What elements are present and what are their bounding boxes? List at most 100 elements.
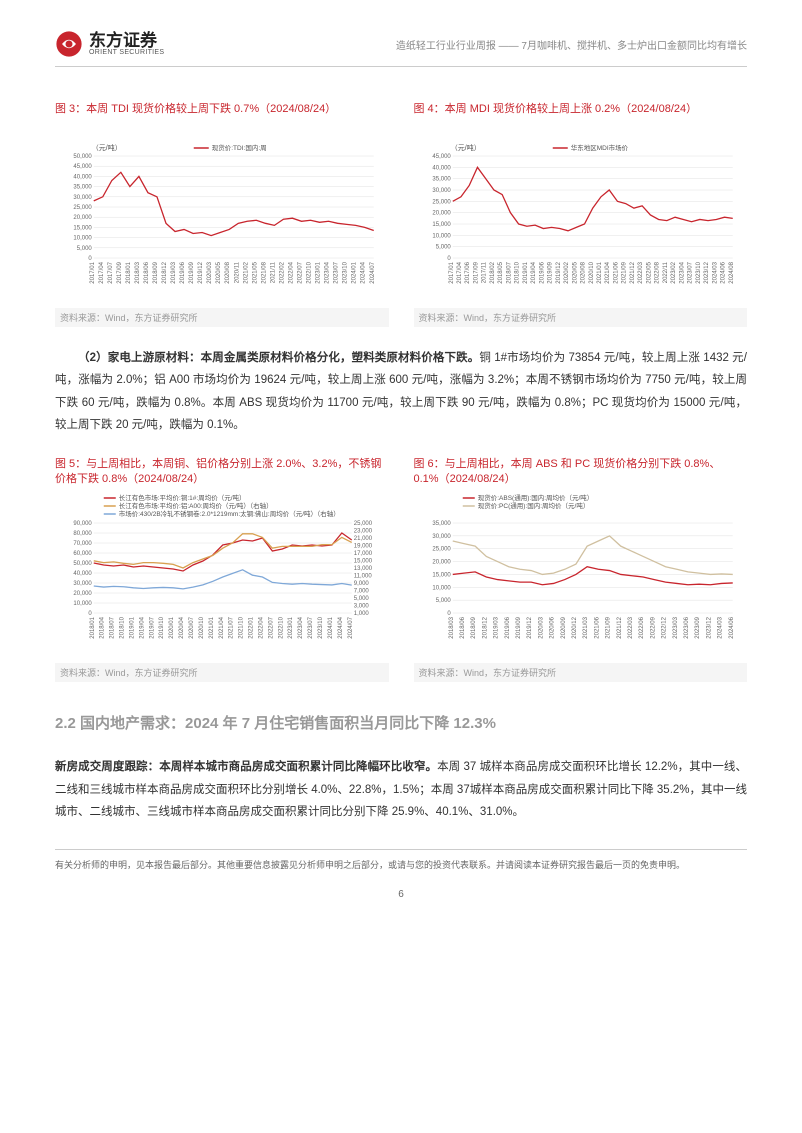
chart-4: 图 4：本周 MDI 现货价格较上周上涨 0.2%（2024/08/24） 05… xyxy=(414,102,748,327)
svg-text:2019/03: 2019/03 xyxy=(171,261,177,283)
svg-text:20,000: 20,000 xyxy=(432,211,451,217)
chart-6-svg: 05,00010,00015,00020,00025,00030,00035,0… xyxy=(414,493,748,658)
svg-text:2024/04: 2024/04 xyxy=(361,261,367,283)
svg-text:15,000: 15,000 xyxy=(73,225,92,231)
svg-text:2021/09: 2021/09 xyxy=(605,617,611,639)
svg-text:2023/10: 2023/10 xyxy=(343,261,349,283)
svg-text:2023/07: 2023/07 xyxy=(308,617,314,639)
svg-text:2020/11: 2020/11 xyxy=(234,261,240,283)
svg-text:40,000: 40,000 xyxy=(73,174,92,180)
svg-text:2019/03: 2019/03 xyxy=(493,617,499,639)
svg-text:2019/04: 2019/04 xyxy=(531,261,537,283)
svg-text:0: 0 xyxy=(88,611,92,617)
svg-text:10,000: 10,000 xyxy=(432,233,451,239)
svg-text:2017/04: 2017/04 xyxy=(99,261,105,283)
svg-text:2023/03: 2023/03 xyxy=(672,617,678,639)
svg-text:2021/12: 2021/12 xyxy=(616,617,622,639)
svg-text:2020/05: 2020/05 xyxy=(216,261,222,283)
svg-text:2023/01: 2023/01 xyxy=(288,617,294,639)
logo-text-en: ORIENT SECURITIES xyxy=(89,49,164,56)
svg-text:30,000: 30,000 xyxy=(432,534,451,540)
svg-text:2017/06: 2017/06 xyxy=(465,261,471,283)
svg-text:2017/07: 2017/07 xyxy=(108,261,114,283)
svg-text:17,000: 17,000 xyxy=(354,551,373,557)
svg-text:45,000: 45,000 xyxy=(73,164,92,170)
svg-text:80,000: 80,000 xyxy=(73,531,92,537)
svg-text:2020/10: 2020/10 xyxy=(199,617,205,639)
svg-text:2019/04: 2019/04 xyxy=(139,617,145,639)
svg-text:11,000: 11,000 xyxy=(354,574,373,580)
svg-text:2017/09: 2017/09 xyxy=(473,261,479,283)
svg-text:2020/03: 2020/03 xyxy=(538,617,544,639)
paragraph-2-lead: 新房成交周度跟踪：本周样本城市商品房成交面积累计同比降幅环比收窄。 xyxy=(55,761,437,773)
svg-text:2021/10: 2021/10 xyxy=(239,617,245,639)
svg-text:2019/06: 2019/06 xyxy=(539,261,545,283)
svg-text:2021/04: 2021/04 xyxy=(605,261,611,283)
svg-text:市场价:430/2B冷轧不锈钢卷:2.0*1219mm:太钢: 市场价:430/2B冷轧不锈钢卷:2.0*1219mm:太钢:佛山:周均价（元/… xyxy=(119,509,340,518)
svg-text:2020/04: 2020/04 xyxy=(179,617,185,639)
svg-text:2020/09: 2020/09 xyxy=(560,617,566,639)
svg-text:90,000: 90,000 xyxy=(73,521,92,527)
svg-text:2021/03: 2021/03 xyxy=(583,617,589,639)
svg-text:35,000: 35,000 xyxy=(432,521,451,527)
svg-text:2019/09: 2019/09 xyxy=(547,261,553,283)
svg-text:2017/04: 2017/04 xyxy=(456,261,462,283)
svg-text:现货价:PC(通用):国内:周均价（元/吨）: 现货价:PC(通用):国内:周均价（元/吨） xyxy=(477,501,589,510)
svg-text:5,000: 5,000 xyxy=(435,599,451,605)
svg-text:50,000: 50,000 xyxy=(73,154,92,160)
charts-row-2: 图 5：与上周相比，本周铜、铝价格分别上涨 2.0%、3.2%，不锈钢价格下跌 … xyxy=(55,457,747,683)
chart-5-source: 资料来源：Wind，东方证券研究所 xyxy=(55,663,389,682)
svg-text:2024/01: 2024/01 xyxy=(328,617,334,639)
page-header: 东方证券 ORIENT SECURITIES 造纸轻工行业行业周报 —— 7月咖… xyxy=(55,30,747,67)
svg-text:2021/04: 2021/04 xyxy=(219,617,225,639)
svg-text:2021/06: 2021/06 xyxy=(594,617,600,639)
svg-text:2023/04: 2023/04 xyxy=(298,617,304,639)
svg-text:现货价:ABS(通用):国内:周均价（元/吨）: 现货价:ABS(通用):国内:周均价（元/吨） xyxy=(477,493,593,502)
chart-3-title: 图 3：本周 TDI 现货价格较上周下跌 0.7%（2024/08/24） xyxy=(55,102,389,132)
svg-text:10,000: 10,000 xyxy=(432,586,451,592)
svg-text:2020/08: 2020/08 xyxy=(225,261,231,283)
svg-text:2022/02: 2022/02 xyxy=(279,261,285,283)
svg-text:2018/06: 2018/06 xyxy=(459,617,465,639)
svg-text:2022/12: 2022/12 xyxy=(661,617,667,639)
svg-text:15,000: 15,000 xyxy=(354,559,373,565)
svg-text:1,000: 1,000 xyxy=(354,611,370,617)
svg-text:2021/09: 2021/09 xyxy=(621,261,627,283)
svg-text:2021/07: 2021/07 xyxy=(229,617,235,639)
svg-text:2020/03: 2020/03 xyxy=(207,261,213,283)
svg-text:2019/10: 2019/10 xyxy=(159,617,165,639)
svg-text:2022/06: 2022/06 xyxy=(639,617,645,639)
svg-text:30,000: 30,000 xyxy=(73,195,92,201)
svg-text:2019/01: 2019/01 xyxy=(129,617,135,639)
svg-text:2023/01: 2023/01 xyxy=(316,261,322,283)
chart-6-title: 图 6：与上周相比，本周 ABS 和 PC 现货价格分别下跌 0.8%、0.1%… xyxy=(414,457,748,488)
svg-text:23,000: 23,000 xyxy=(354,529,373,535)
paragraph-2: 新房成交周度跟踪：本周样本城市商品房成交面积累计同比降幅环比收窄。本周 37 城… xyxy=(55,756,747,823)
svg-text:2018/06: 2018/06 xyxy=(144,261,150,283)
svg-text:2021/01: 2021/01 xyxy=(209,617,215,639)
svg-text:2020/01: 2020/01 xyxy=(169,617,175,639)
svg-text:2022/10: 2022/10 xyxy=(278,617,284,639)
svg-text:2022/03: 2022/03 xyxy=(638,261,644,283)
svg-text:2023/02: 2023/02 xyxy=(671,261,677,283)
svg-text:2020/02: 2020/02 xyxy=(564,261,570,283)
svg-text:7,000: 7,000 xyxy=(354,589,370,595)
svg-text:2020/12: 2020/12 xyxy=(571,617,577,639)
svg-text:2017/01: 2017/01 xyxy=(448,261,454,283)
svg-text:2022/08: 2022/08 xyxy=(654,261,660,283)
svg-text:2019/09: 2019/09 xyxy=(189,261,195,283)
chart-6-source: 资料来源：Wind，东方证券研究所 xyxy=(414,663,748,682)
svg-text:2019/07: 2019/07 xyxy=(149,617,155,639)
svg-text:2017/09: 2017/09 xyxy=(117,261,123,283)
logo-text-cn: 东方证券 xyxy=(89,32,164,49)
svg-text:20,000: 20,000 xyxy=(73,591,92,597)
chart-3-svg: 05,00010,00015,00020,00025,00030,00035,0… xyxy=(55,138,389,303)
svg-text:（元/吨）: （元/吨） xyxy=(450,143,480,152)
svg-text:2023/06: 2023/06 xyxy=(683,617,689,639)
svg-text:2018/09: 2018/09 xyxy=(153,261,159,283)
svg-text:15,000: 15,000 xyxy=(432,573,451,579)
svg-text:长江有色市场:平均价:铜:1#:周均价（元/吨）: 长江有色市场:平均价:铜:1#:周均价（元/吨） xyxy=(119,493,246,502)
svg-text:2023/04: 2023/04 xyxy=(325,261,331,283)
svg-text:2018/03: 2018/03 xyxy=(135,261,141,283)
svg-text:2019/06: 2019/06 xyxy=(180,261,186,283)
